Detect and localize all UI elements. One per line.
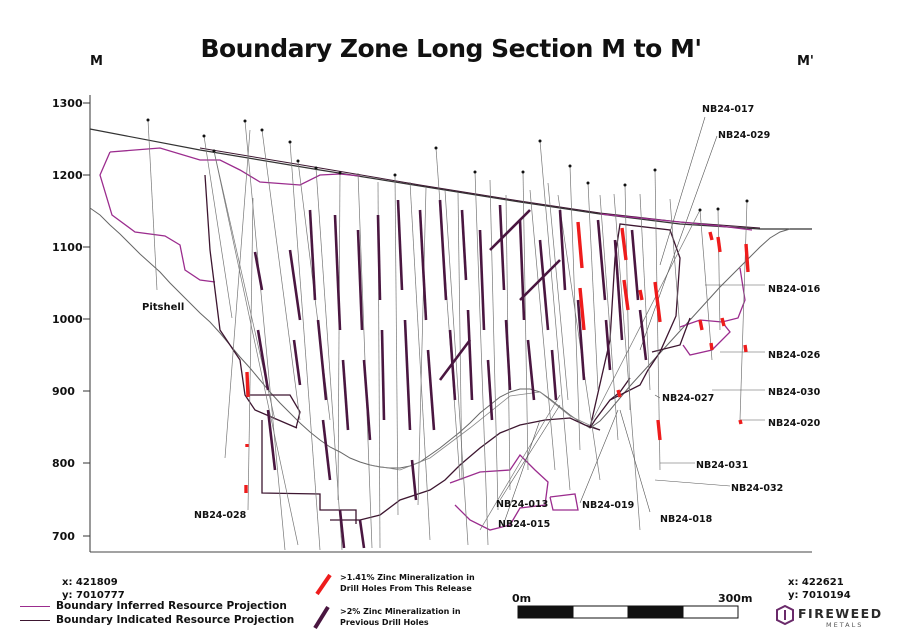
hole-label-nb24-026: NB24-026 [768, 350, 821, 361]
coord-left-x: x: 421809 [62, 577, 118, 588]
legend-previous-marker [313, 605, 330, 630]
coords-right: x: 422621 y: 7010194 [788, 576, 851, 602]
legend-indicated: Boundary Indicated Resource Projection [20, 614, 294, 626]
legend-inferred-label: Boundary Inferred Resource Projection [56, 600, 287, 612]
hole-label-nb24-028: NB24-028 [194, 510, 247, 521]
legend-indicated-label: Boundary Indicated Resource Projection [56, 614, 295, 626]
legend-new-line2: Drill Holes From This Release [340, 584, 472, 593]
hole-label-nb24-020: NB24-020 [768, 418, 821, 429]
fireweed-logo-icon [776, 604, 794, 626]
drill-collars [146, 118, 749, 212]
legend-indicated-swatch [20, 619, 50, 621]
page-title: Boundary Zone Long Section M to M' [200, 34, 702, 63]
section-start-label: M [90, 54, 103, 69]
scale-start-label: 0m [512, 592, 532, 605]
pitshell-label: Pitshell [142, 302, 185, 313]
drill-hole-traces [147, 119, 748, 551]
hole-label-nb24-032: NB24-032 [731, 483, 784, 494]
logo-name: FIREWEED [798, 606, 883, 621]
coord-right-y: y: 7010194 [788, 590, 851, 601]
hole-label-nb24-019: NB24-019 [582, 500, 635, 511]
legend-new-marker [315, 573, 332, 596]
section-end-label: M' [797, 54, 814, 69]
hole-label-nb24-018: NB24-018 [660, 514, 713, 525]
hole-label-nb24-030: NB24-030 [768, 387, 821, 398]
coord-left-y: y: 7010777 [62, 590, 125, 601]
elevation-tick-900: 900 [52, 385, 75, 398]
legend-previous-line1: >2% Zinc Mineralization in [340, 607, 461, 616]
hole-label-nb24-016: NB24-016 [768, 284, 821, 295]
coord-right-x: x: 422621 [788, 577, 844, 588]
hole-label-nb24-013: NB24-013 [496, 499, 549, 510]
hole-label-nb24-029: NB24-029 [718, 130, 771, 141]
legend-new-line1: >1.41% Zinc Mineralization in [340, 573, 475, 582]
legend-previous-line2: Previous Drill Holes [340, 618, 429, 627]
legend-new-mineralization: >1.41% Zinc Mineralization in Drill Hole… [340, 572, 475, 594]
elevation-tick-800: 800 [52, 457, 75, 470]
coords-left: x: 421809 y: 7010777 [62, 576, 125, 602]
hole-label-nb24-015: NB24-015 [498, 519, 551, 530]
logo-subtitle: METALS [826, 621, 864, 629]
legend-inferred: Boundary Inferred Resource Projection [20, 600, 287, 612]
new-mineralization [244, 221, 750, 493]
topography-line [89, 128, 812, 230]
hole-label-nb24-017: NB24-017 [702, 104, 755, 115]
hole-label-nb24-027: NB24-027 [662, 393, 715, 404]
hole-label-nb24-031: NB24-031 [696, 460, 749, 471]
scale-end-label: 300m [718, 592, 753, 605]
legend-inferred-swatch [20, 605, 50, 607]
legend-previous-mineralization: >2% Zinc Mineralization in Previous Dril… [340, 606, 461, 628]
previous-mineralization [253, 199, 648, 549]
pitshell-outline [89, 207, 791, 469]
scale-bar [517, 605, 739, 619]
elevation-tick-700: 700 [52, 530, 75, 543]
